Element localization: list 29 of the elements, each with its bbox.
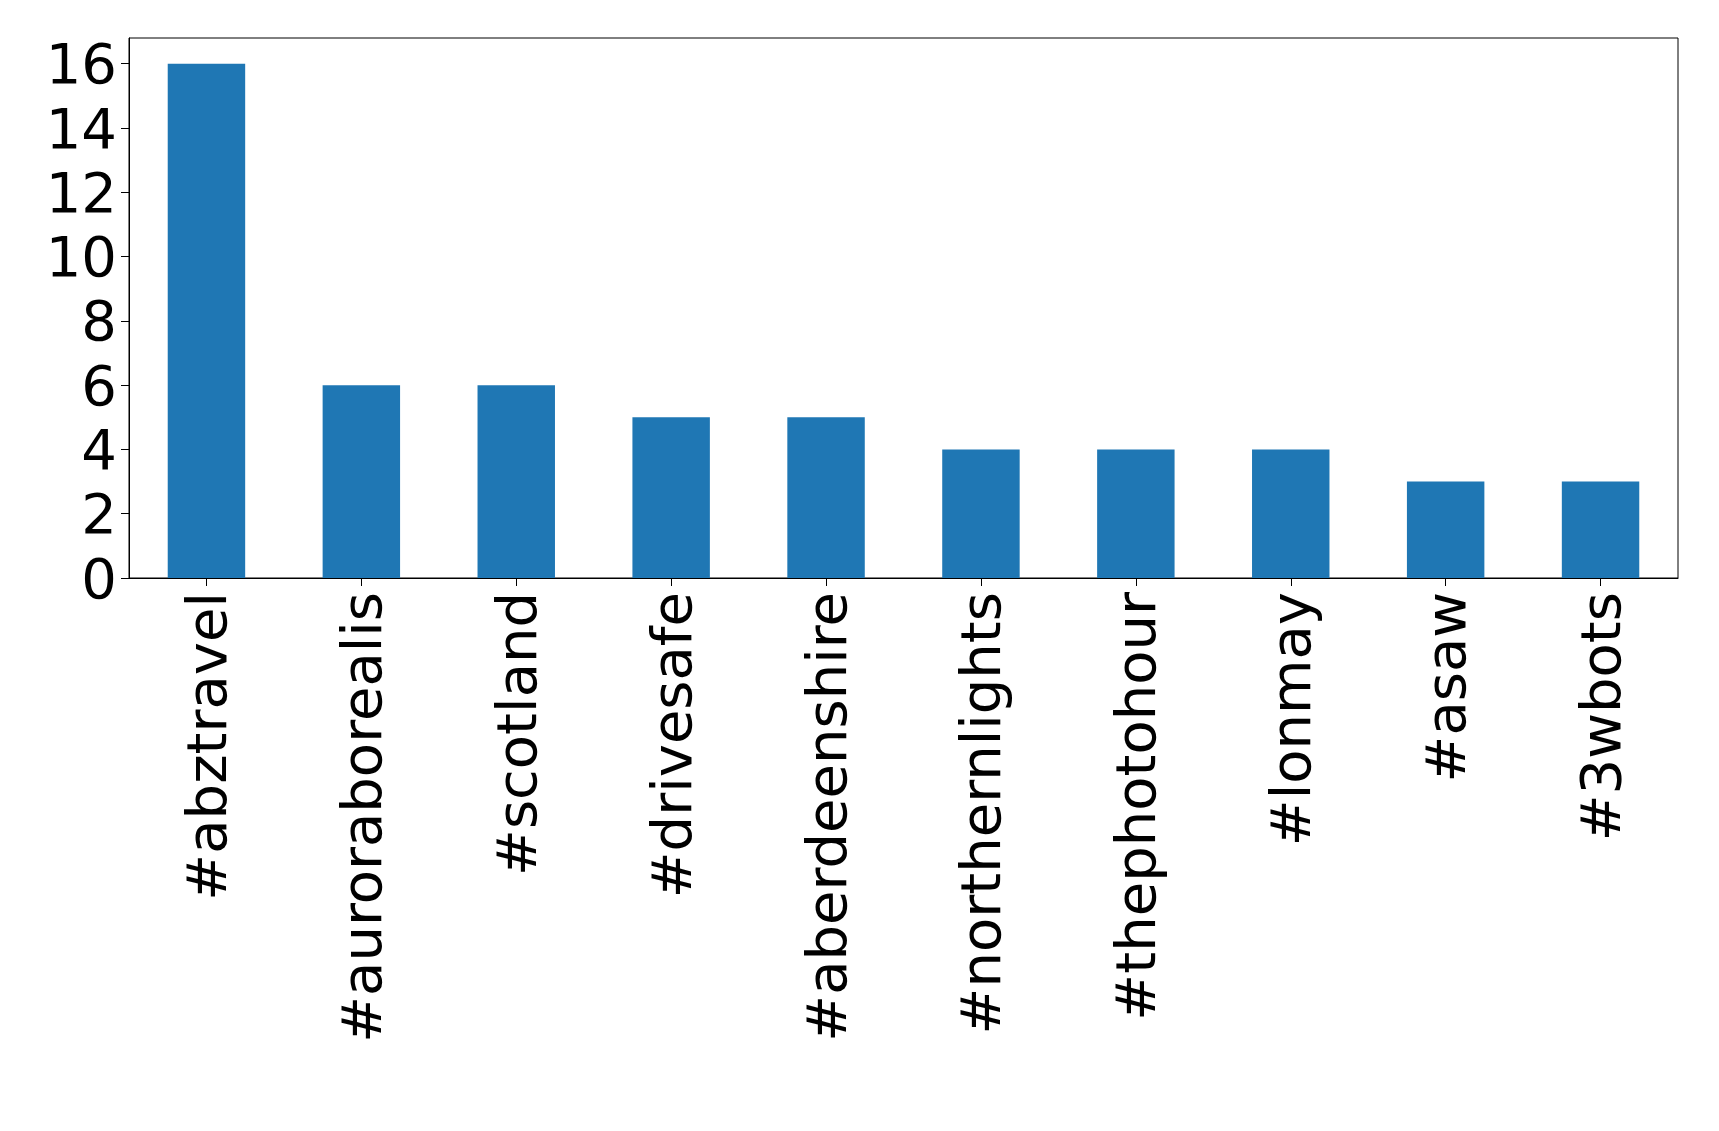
y-tick-label: 6 [81, 352, 117, 418]
x-tick-label: #northernlights [948, 592, 1014, 1035]
x-tick-label: #thephotohour [1103, 591, 1169, 1021]
x-tick-label: #auroraborealis [328, 592, 394, 1043]
bar [787, 417, 865, 578]
x-tick-label: #scotland [483, 592, 549, 877]
x-tick-label: #drivesafe [638, 592, 704, 899]
y-tick-label: 14 [45, 95, 117, 161]
x-tick-label: #lonmay [1258, 592, 1324, 847]
bar [167, 63, 246, 578]
y-tick-label: 2 [81, 481, 117, 547]
x-tick-label: #3wbots [1568, 592, 1634, 842]
y-tick-label: 0 [81, 545, 117, 611]
bar [1097, 449, 1175, 578]
bar [632, 417, 710, 578]
bar [1406, 481, 1485, 578]
x-tick-label: #abztravel [173, 592, 239, 901]
bar [322, 385, 401, 578]
y-tick-label: 10 [45, 224, 117, 290]
x-tick-label: #asaw [1413, 592, 1479, 783]
bar [1252, 449, 1330, 578]
bar [1561, 481, 1640, 578]
y-tick-label: 4 [81, 416, 117, 482]
y-tick-label: 16 [45, 31, 117, 97]
y-tick-label: 8 [81, 288, 117, 354]
bar [477, 385, 555, 578]
bar [942, 449, 1020, 578]
y-tick-label: 12 [45, 159, 117, 225]
x-tick-label: #aberdeenshire [793, 592, 859, 1042]
